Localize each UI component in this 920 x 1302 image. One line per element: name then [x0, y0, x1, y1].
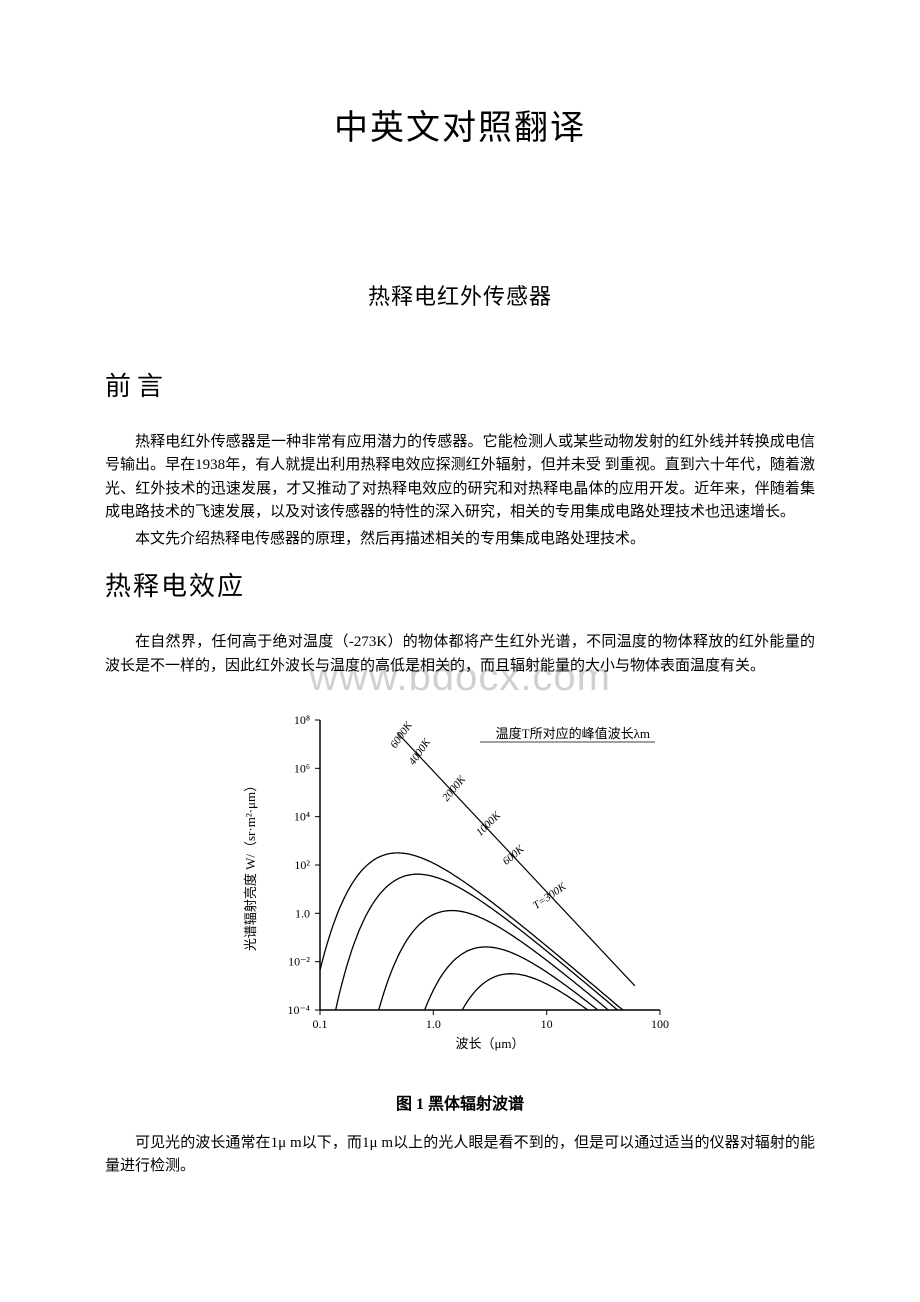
svg-text:T=300K: T=300K	[531, 880, 569, 912]
svg-text:10⁶: 10⁶	[294, 761, 310, 775]
svg-text:6000K: 6000K	[388, 719, 415, 750]
section2-para1: 在自然界，任何高于绝对温度（-273K）的物体都将产生红外光谱，不同温度的物体释…	[105, 631, 815, 678]
document-content: 中英文对照翻译 热释电红外传感器 前言 热释电红外传感器是一种非常有应用潜力的传…	[105, 100, 815, 1178]
blackbody-chart: 10⁻⁴ 10⁻² 1.0 10² 10⁴ 10⁶ 10⁸ 0.1 1.0 10 100 光谱辐射亮度…	[230, 700, 690, 1070]
svg-text:1000K: 1000K	[474, 809, 504, 839]
svg-text:10²: 10²	[294, 858, 310, 872]
svg-text:4000K: 4000K	[407, 736, 434, 767]
svg-text:10⁸: 10⁸	[294, 713, 310, 727]
section1-para2: 本文先介绍热释电传感器的原理，然后再描述相关的专用集成电路处理技术。	[105, 528, 815, 551]
main-title: 中英文对照翻译	[105, 100, 815, 149]
svg-text:10⁻⁴: 10⁻⁴	[287, 1003, 310, 1017]
svg-text:2000K: 2000K	[440, 773, 468, 804]
section2-heading: 热释电效应	[105, 566, 815, 603]
svg-text:10⁴: 10⁴	[294, 809, 310, 823]
svg-text:10: 10	[541, 1017, 553, 1031]
section1-heading: 前言	[105, 366, 815, 403]
svg-text:温度T所对应的峰值波长λm: 温度T所对应的峰值波长λm	[496, 726, 650, 741]
svg-text:光谱辐射亮度 W/（sr·m²·μm）: 光谱辐射亮度 W/（sr·m²·μm）	[243, 779, 258, 951]
svg-text:100: 100	[651, 1017, 669, 1031]
section1-para1: 热释电红外传感器是一种非常有应用潜力的传感器。它能检测人或某些动物发射的红外线并…	[105, 431, 815, 524]
section2-para2: 可见光的波长通常在1μ m以下，而1μ m以上的光人眼是看不到的，但是可以通过适…	[105, 1132, 815, 1179]
svg-text:波长（μm）: 波长（μm）	[455, 1036, 524, 1051]
svg-text:0.1: 0.1	[313, 1017, 328, 1031]
figure-caption: 图 1 黑体辐射波谱	[105, 1090, 815, 1114]
chart-svg: 10⁻⁴ 10⁻² 1.0 10² 10⁴ 10⁶ 10⁸ 0.1 1.0 10 100 光谱辐射亮度…	[230, 700, 690, 1070]
subtitle: 热释电红外传感器	[105, 279, 815, 311]
svg-text:1.0: 1.0	[426, 1017, 441, 1031]
svg-text:10⁻²: 10⁻²	[288, 954, 310, 968]
svg-text:1.0: 1.0	[295, 906, 310, 920]
